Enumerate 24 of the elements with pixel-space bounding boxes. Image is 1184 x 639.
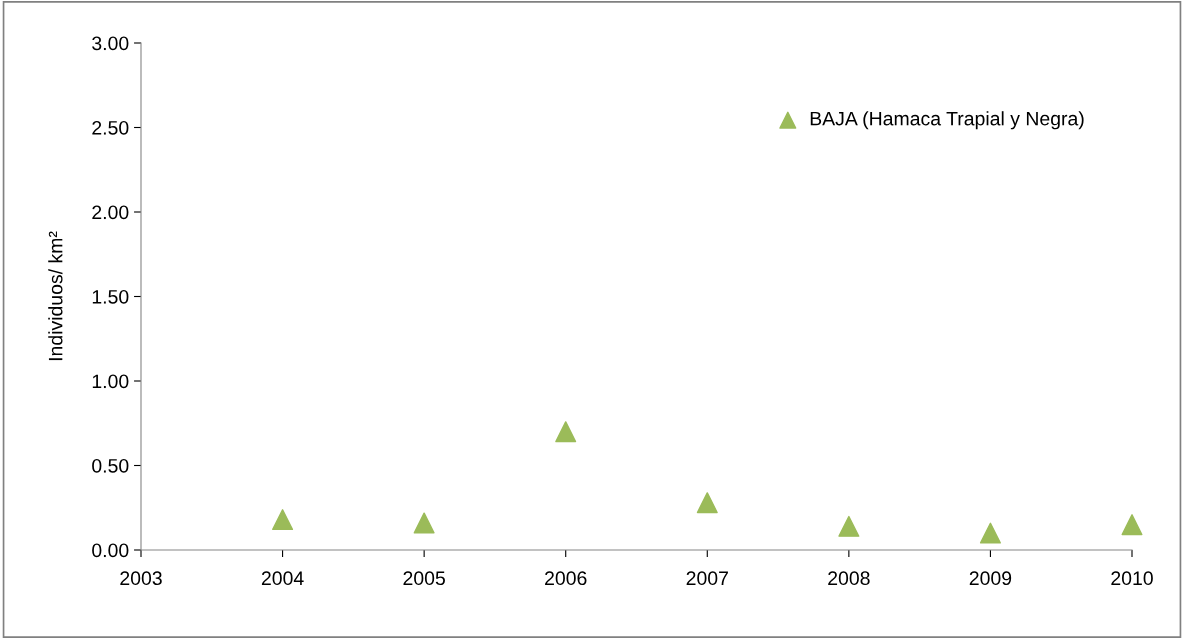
y-axis-title: Individuos/ km² (48, 231, 63, 361)
point (696, 492, 718, 514)
x-tick-label: 2003 (120, 571, 162, 586)
y-tick-label: 0.00 (92, 543, 129, 558)
x-tick-label: 2007 (686, 571, 728, 586)
point (838, 515, 860, 537)
point (1121, 514, 1143, 536)
y-tick-label: 3.00 (92, 36, 129, 51)
x-tick-label: 2008 (828, 571, 870, 586)
y-tick-label: 0.50 (92, 458, 129, 473)
y-tick-label: 1.50 (92, 289, 129, 304)
y-tick-label: 2.50 (92, 120, 129, 135)
point (555, 421, 577, 443)
x-tick-label: 2010 (1111, 571, 1153, 586)
x-tick-label: 2004 (261, 571, 304, 586)
legend-label: BAJA (Hamaca Trapial y Negra) (810, 111, 1084, 130)
x-tick-label: 2009 (969, 571, 1012, 586)
point (413, 512, 435, 534)
y-tick-label: 2.00 (92, 205, 129, 220)
point (272, 509, 294, 531)
point (979, 522, 1001, 544)
x-tick-label: 2006 (545, 571, 587, 586)
x-tick-label: 2005 (403, 571, 445, 586)
y-tick-label: 1.00 (92, 374, 129, 389)
